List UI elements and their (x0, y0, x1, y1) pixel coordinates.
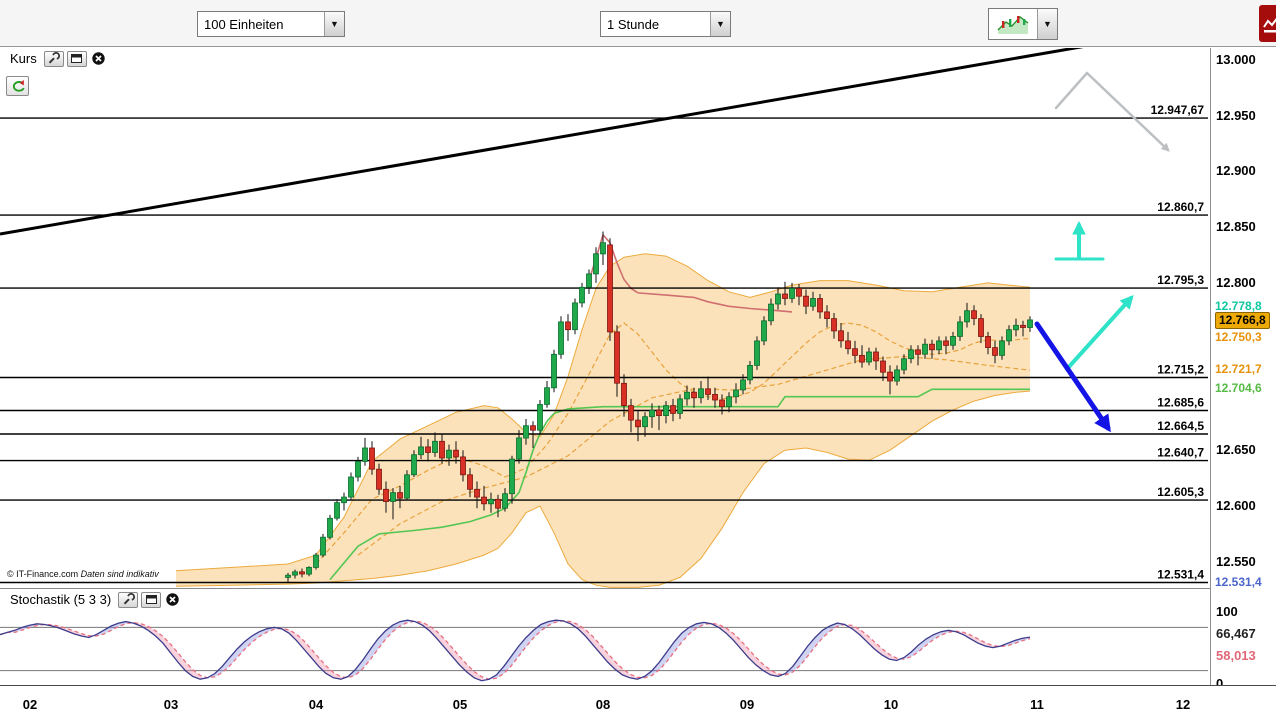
price-axis-tick: 12.800 (1216, 274, 1256, 290)
stoch-d-line (0, 620, 1031, 680)
svg-text:12.640,7: 12.640,7 (1157, 446, 1204, 460)
chevron-down-icon[interactable]: ▼ (1037, 9, 1057, 39)
price-chart-canvas[interactable]: 12.947,67 12.860,7 12.795,3 12.715,2 12.685,… (0, 48, 1210, 588)
stoch-axis-label: 58,013 (1216, 648, 1256, 664)
stoch-axis-label: 0 (1216, 676, 1224, 691)
date-axis-label: 12 (1175, 697, 1191, 712)
svg-text:12.605,3: 12.605,3 (1157, 485, 1204, 499)
support-resistance-levels (0, 117, 1208, 584)
stochastic-axis: 100 66,467 58,013 0 (1210, 588, 1276, 691)
price-axis-tick: 12.900 (1216, 163, 1256, 179)
units-dropdown-value: 100 Einheiten (204, 16, 284, 32)
date-axis-label: 11 (1030, 697, 1044, 712)
timeframe-dropdown[interactable]: 1 Stunde ▼ (600, 11, 731, 37)
indicator-price-tag: 12.750,3 (1215, 330, 1262, 345)
indicator-price-tag: 12.778,8 (1215, 298, 1262, 313)
svg-text:12.664,5: 12.664,5 (1157, 419, 1204, 433)
date-axis-label: 03 (163, 697, 179, 712)
refresh-icon[interactable] (6, 76, 29, 96)
copyright-disclaimer: Daten sind indikativ (80, 569, 159, 579)
svg-text:12.947,67: 12.947,67 (1151, 103, 1205, 117)
stochastic-panel-header: Stochastik (5 3 3) (6, 591, 181, 608)
stoch-reference-lines (0, 626, 1208, 672)
teal-diagonal-arrow (1065, 294, 1134, 371)
price-chart-panel[interactable]: 12.947,67 12.860,7 12.795,3 12.715,2 12.685,… (0, 48, 1210, 588)
price-axis-tick: 12.600 (1216, 497, 1256, 513)
green-ma-line (329, 388, 1030, 581)
svg-text:12.531,4: 12.531,4 (1157, 568, 1204, 582)
stochastic-panel-title: Stochastik (5 3 3) (6, 591, 116, 608)
units-dropdown[interactable]: 100 Einheiten ▼ (197, 11, 345, 37)
bollinger-band (175, 253, 1031, 588)
chevron-down-icon[interactable]: ▼ (324, 12, 344, 36)
blue-down-arrow (1034, 321, 1111, 433)
svg-text:12.685,6: 12.685,6 (1157, 396, 1204, 410)
indicator-price-tag: 12.704,6 (1215, 381, 1262, 396)
level-labels: 12.947,67 12.860,7 12.795,3 12.715,2 12.685,… (1151, 103, 1205, 581)
toolbar: 100 Einheiten ▼ 1 Stunde ▼ ▼ (0, 0, 1276, 47)
price-panel-title: Kurs (6, 50, 41, 67)
date-axis-label: 08 (595, 697, 611, 712)
date-axis-label: 04 (308, 697, 324, 712)
price-axis-tick: 12.850 (1216, 219, 1256, 235)
current-price-tag: 12.766,8 (1215, 311, 1270, 329)
analyst-annotations (0, 48, 1170, 433)
chevron-down-icon[interactable]: ▼ (710, 12, 730, 36)
svg-text:12.860,7: 12.860,7 (1157, 200, 1204, 214)
stoch-axis-label: 100 (1216, 604, 1238, 619)
indicator-price-tag: 12.531,4 (1215, 574, 1262, 589)
window-icon[interactable] (141, 591, 162, 608)
chart-type-icon (989, 9, 1037, 39)
stoch-k-line (0, 619, 1031, 682)
window-icon[interactable] (66, 50, 87, 67)
price-axis-tick: 13.000 (1216, 51, 1256, 67)
indicator-price-tag: 12.721,7 (1215, 362, 1262, 377)
candlesticks (285, 231, 1033, 582)
trendline (0, 48, 1084, 236)
date-axis-label: 10 (883, 697, 899, 712)
chart-type-button[interactable]: ▼ (988, 8, 1058, 40)
settings-wrench-icon[interactable] (118, 591, 139, 608)
copyright-note: © IT-Finance.com Daten sind indikativ (7, 569, 159, 579)
settings-wrench-icon[interactable] (43, 50, 64, 67)
time-axis[interactable]: 02 03 04 05 08 09 10 11 12 (0, 685, 1276, 719)
copyright-source: © IT-Finance.com (7, 569, 79, 579)
stochastic-panel[interactable]: Stochastik (5 3 3) (0, 588, 1210, 685)
close-icon[interactable] (164, 592, 181, 608)
date-axis-label: 05 (452, 697, 468, 712)
timeframe-dropdown-value: 1 Stunde (607, 16, 660, 32)
close-icon[interactable] (90, 51, 107, 67)
price-axis[interactable]: 13.000 12.950 12.900 12.850 12.800 12.650 12.6… (1210, 48, 1276, 589)
svg-text:12.715,2: 12.715,2 (1157, 363, 1204, 377)
price-axis-tick: 12.650 (1216, 442, 1256, 458)
svg-text:12.795,3: 12.795,3 (1157, 273, 1204, 287)
price-axis-tick: 12.550 (1216, 553, 1256, 569)
price-panel-header: Kurs (6, 50, 107, 67)
red-ma-line (588, 233, 793, 313)
stochastic-canvas[interactable] (0, 589, 1210, 685)
stoch-axis-label: 66,467 (1216, 626, 1256, 642)
alert-chart-icon[interactable] (1259, 5, 1276, 42)
date-axis-label: 09 (739, 697, 755, 712)
price-axis-tick: 12.950 (1216, 107, 1256, 123)
gray-projection-arrow (1054, 71, 1170, 152)
date-axis-label: 02 (22, 697, 38, 712)
